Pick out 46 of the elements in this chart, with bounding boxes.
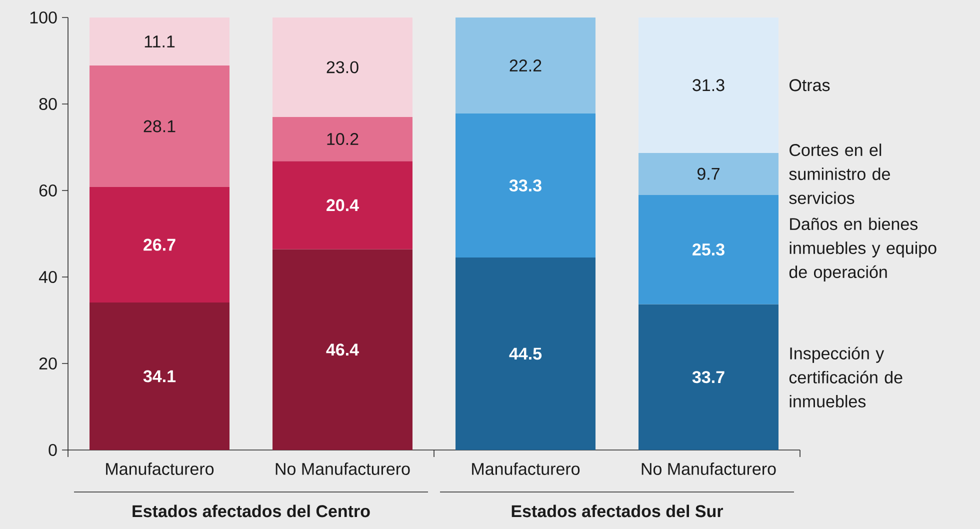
data-label: 31.3 <box>692 79 724 92</box>
bar <box>638 17 779 153</box>
bar <box>456 114 596 258</box>
data-label: 26.7 <box>144 238 176 251</box>
y-tick-label: 0 <box>48 444 57 456</box>
bar <box>272 161 413 250</box>
data-label: 9.7 <box>697 168 720 180</box>
data-label: 20.4 <box>326 199 359 212</box>
x-tick-label: Manufacturero <box>106 462 214 475</box>
data-label: 33.3 <box>509 179 542 192</box>
bar <box>638 152 779 195</box>
text: Estados afectados del Sur <box>512 504 724 518</box>
series-label: Otras <box>790 79 830 92</box>
bar <box>638 194 779 304</box>
bar <box>456 258 596 450</box>
data-label: 44.5 <box>509 348 542 360</box>
x-tick-label: No Manufacturero <box>642 462 776 475</box>
series-label: Daños en bienes inmuebles y equipo de operación <box>789 218 936 282</box>
bar <box>638 304 779 450</box>
bar <box>90 17 230 66</box>
data-label: 23.0 <box>326 61 358 74</box>
data-label: 11.1 <box>144 36 175 48</box>
bar <box>272 116 413 162</box>
y-tick-label: 20 <box>39 357 57 370</box>
bar <box>90 302 230 450</box>
data-label: 10.2 <box>327 132 358 146</box>
series-label: Cortes en el suministro de servicios <box>789 144 890 204</box>
data-label: 33.7 <box>692 371 724 384</box>
y-tick-label: 40 <box>38 270 57 284</box>
data-label: 22.2 <box>510 60 542 72</box>
bar <box>90 187 230 302</box>
bar <box>90 65 230 188</box>
data-label: 28.1 <box>144 120 176 132</box>
text: Estados afectados del Centro <box>132 504 370 518</box>
bar <box>272 249 413 450</box>
x-tick-label: Manufacturero <box>472 462 580 475</box>
y-tick-label: 80 <box>39 98 57 110</box>
bar <box>272 17 413 117</box>
x-tick-label: No Manufacturero <box>276 462 410 475</box>
series-label: Inspección y certificación de inmuebles <box>789 346 902 408</box>
y-tick-label: 60 <box>39 184 57 197</box>
data-label: 34.1 <box>143 370 176 382</box>
bar <box>456 17 596 114</box>
data-label: 46.4 <box>326 344 359 356</box>
data-label: 25.3 <box>692 243 724 256</box>
y-tick-label: 100 <box>30 11 57 24</box>
